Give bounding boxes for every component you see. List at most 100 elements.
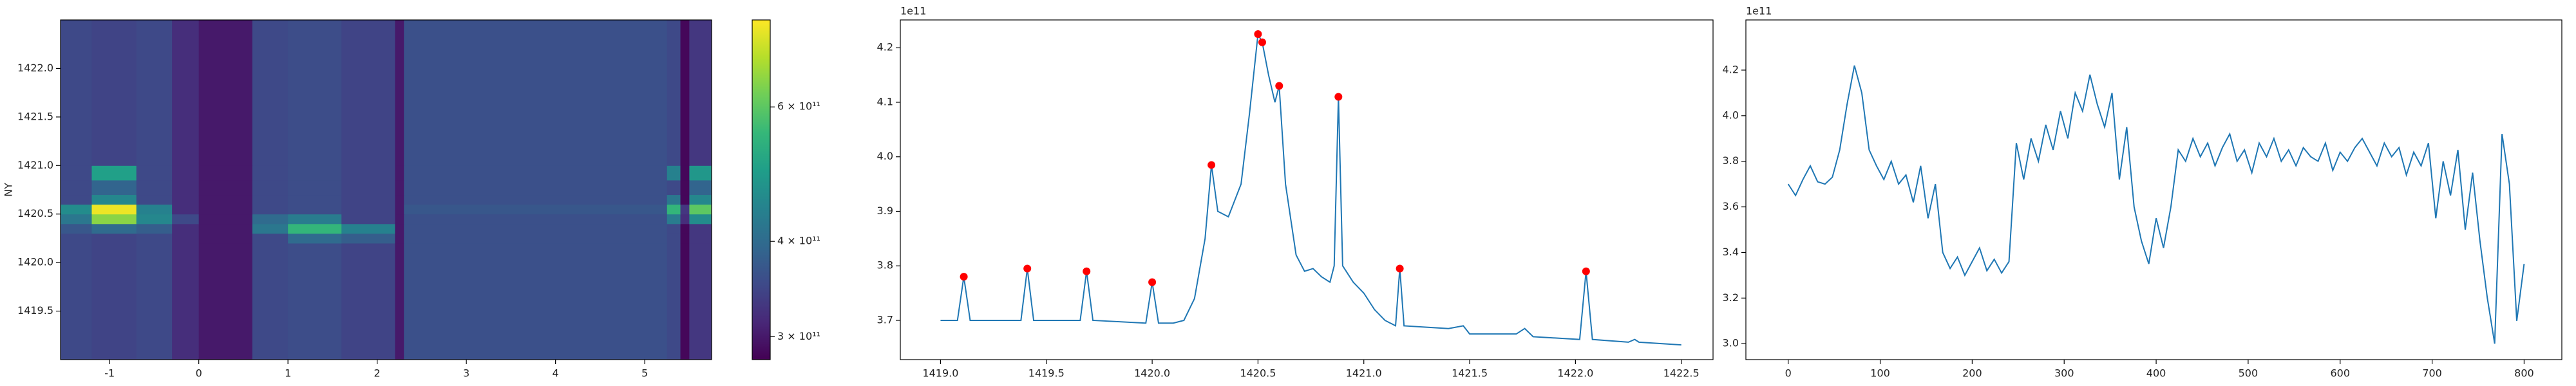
heatmap-cell [341,194,395,205]
heatmap-cell [198,179,253,196]
x-tick-label: 1420.0 [1134,367,1170,380]
heatmap-cell [61,20,92,166]
heatmap-cell [395,243,404,360]
peak-marker [1258,38,1266,46]
heatmap-cell [404,243,668,360]
y-tick-label: 1422.0 [17,62,53,74]
heatmap-cell [288,233,342,244]
heatmap-cell [252,165,289,181]
heatmap-cell [341,20,395,166]
heatmap-cell [91,233,137,244]
heatmap-cell [689,194,712,205]
y-tick-label: 1421.5 [17,110,53,122]
heatmap-cell [136,243,173,360]
peak-marker [1148,278,1157,286]
heatmap-cell [172,243,200,360]
heatmap-cell [680,204,690,215]
data-line [1787,65,2525,344]
y-tick-label: 1420.0 [17,256,53,268]
heatmap-cell [288,20,342,166]
heatmap-cell [680,233,690,244]
heatmap-cell [680,179,690,196]
heatmap-cell [689,204,712,215]
x-tick-label: 800 [2514,367,2534,380]
x-tick-label: 1420.5 [1240,367,1276,380]
peak-marker [1334,93,1343,101]
heatmap-cell [252,204,289,215]
heatmap-cell [404,214,668,225]
x-tick-label: 1421.0 [1346,367,1382,380]
x-tick-label: 200 [1962,367,1982,380]
x-tick-label: 1419.5 [1028,367,1065,380]
heatmap-cell [252,179,289,196]
heatmap-cell [288,204,342,215]
heatmap-cell [689,179,712,196]
heatmap-cell [404,165,668,181]
heatmap-cell [667,214,681,225]
heatmap-cell [198,20,253,166]
x-tick-label: 600 [2330,367,2350,380]
heatmap-cell [172,194,200,205]
heatmap-cell [61,223,92,234]
heatmap-cell [667,223,681,234]
heatmap-cell [341,214,395,225]
heatmap-cell [61,204,92,215]
heatmap-cell [61,165,92,181]
axes-frame [900,19,1714,360]
y-tick-label: 3.9 [877,205,893,217]
heatmap-cell [172,223,200,234]
axes-frame [1745,19,2562,360]
heatmap-cell [172,233,200,244]
heatmap-cell [404,223,668,234]
heatmap-cell [91,179,137,196]
heatmap-cell [404,194,668,205]
x-tick-label: 400 [2146,367,2166,380]
heatmap-cell [61,233,92,244]
y-tick-label: 3.8 [1723,154,1739,167]
x-tick-label: 1 [285,367,291,380]
heatmap-cell [395,194,404,205]
peak-marker [1208,161,1216,169]
peak-marker [1083,267,1091,275]
heatmap-cell [288,194,342,205]
heatmap-cell [136,223,173,234]
heatmap-cell [288,214,342,225]
heatmap-cell [395,214,404,225]
y-tick-label: 1420.5 [17,207,53,219]
heatmap-cell [288,165,342,181]
heatmap-cell [252,243,289,360]
heatmap-cell [198,194,253,205]
x-tick-label: 1422.5 [1663,367,1700,380]
x-tick-label: 700 [2422,367,2442,380]
heatmap-cell [395,179,404,196]
heatmap-cell [61,179,92,196]
heatmap-cell [680,214,690,225]
x-tick-label: 300 [2054,367,2074,380]
x-tick-label: 4 [553,367,559,380]
y-tick-label: 3.7 [877,313,893,326]
heatmap-cell [395,233,404,244]
heatmap-cell [61,243,92,360]
heatmap-cell [341,165,395,181]
heatmap-cell [91,214,137,225]
heatmap-cell [172,20,200,166]
y-tick-label: 3.0 [1723,337,1739,349]
x-tick-label: 5 [641,367,648,380]
data-line [940,32,1681,346]
heatmap-cell [680,243,690,360]
x-tick-label: 3 [463,367,469,380]
y-tick-label: 4.2 [877,41,893,53]
x-tick-label: 0 [196,367,202,380]
y-tick-label: 3.2 [1723,291,1739,304]
heatmap-cell [136,165,173,181]
peak-marker [960,273,968,281]
heatmap-cell [689,233,712,244]
heatmap-cell [136,194,173,205]
y-axis-label: NY [3,183,15,197]
heatmap-cell [404,204,668,215]
heatmap-cell [91,204,137,215]
axes-frame [60,19,712,360]
heatmap-cell [198,223,253,234]
y-tick-label: 1421.0 [17,159,53,171]
x-tick-label: 100 [1870,367,1890,380]
